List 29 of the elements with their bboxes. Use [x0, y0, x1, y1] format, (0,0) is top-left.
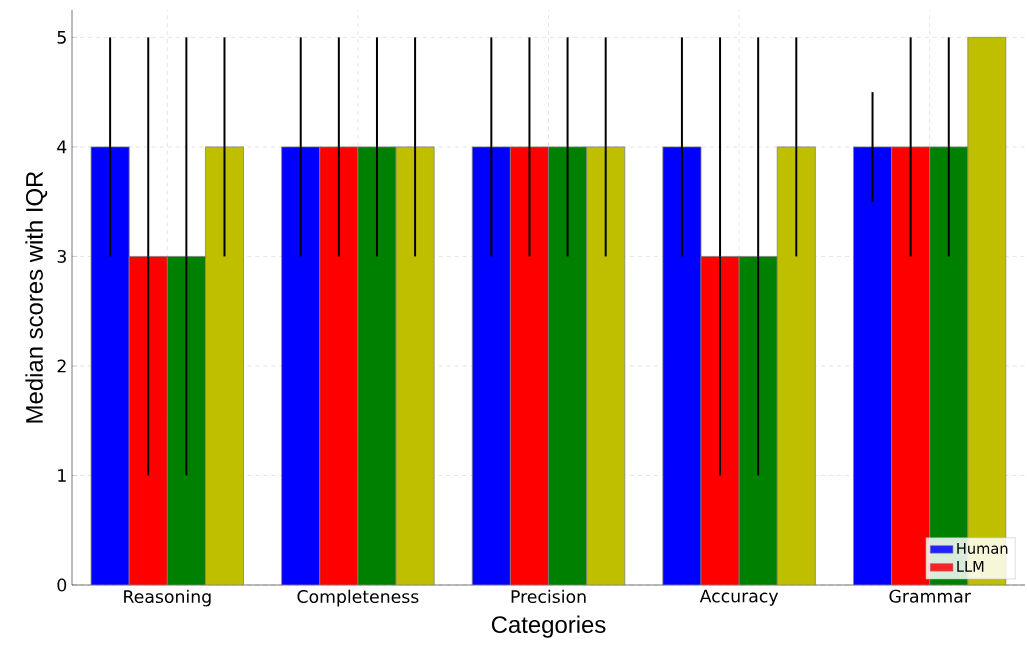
bar	[509, 146, 549, 585]
x-tick-label: Completeness	[297, 589, 419, 607]
x-tick-label: Reasoning	[124, 589, 211, 607]
bar	[548, 146, 588, 585]
legend-label: Human	[957, 543, 1008, 554]
x-tick-label: Precision	[511, 589, 586, 604]
bar	[776, 146, 816, 585]
bar	[319, 146, 359, 585]
bar	[471, 146, 511, 585]
y-axis-title: Median scores with IQR	[25, 171, 48, 423]
bar	[891, 146, 931, 585]
bar	[853, 146, 892, 585]
y-tick-label: 5	[57, 30, 66, 44]
y-tick-label: 4	[57, 140, 67, 154]
bar	[395, 146, 435, 585]
legend-label: LLM	[957, 561, 984, 572]
x-tick-label: Grammar	[889, 589, 971, 603]
bar	[586, 146, 626, 585]
bar	[662, 146, 702, 585]
y-tick-label: 2	[57, 359, 66, 373]
x-tick-label: Accuracy	[699, 589, 779, 606]
bar	[90, 146, 130, 585]
bar	[281, 146, 321, 585]
x-axis-title: Categories	[491, 615, 606, 638]
y-tick-label: 0	[57, 578, 67, 592]
bar	[205, 146, 244, 585]
y-tick-label: 3	[57, 249, 66, 263]
y-tick-label: 1	[58, 469, 66, 482]
bar	[357, 146, 397, 585]
